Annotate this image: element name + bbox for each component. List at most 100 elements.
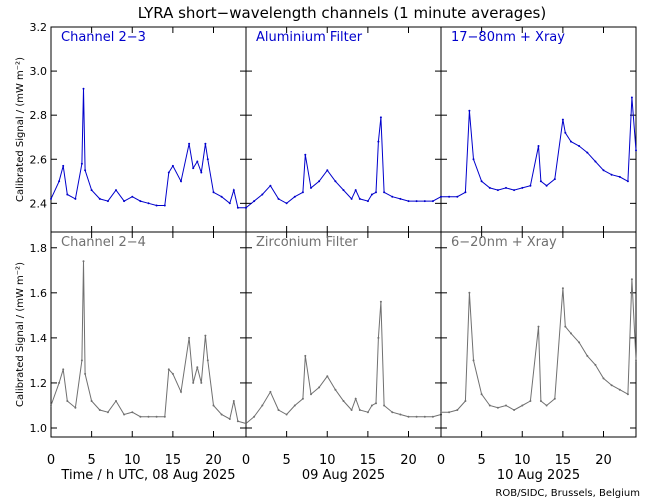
data-point — [66, 193, 69, 196]
data-point — [377, 336, 380, 339]
data-point — [62, 368, 65, 371]
data-point — [496, 406, 499, 409]
data-point — [537, 145, 540, 147]
data-point — [423, 415, 426, 418]
data-point — [440, 195, 442, 198]
data-point — [80, 359, 83, 362]
series-line — [441, 97, 637, 198]
data-point — [561, 287, 564, 290]
y-tick-label: 1.0 — [30, 422, 48, 435]
data-point — [448, 411, 451, 414]
x-tick-label: 5 — [282, 453, 290, 468]
data-point — [464, 400, 467, 402]
data-point — [407, 415, 410, 418]
data-point — [62, 164, 65, 167]
data-point — [334, 388, 337, 391]
data-point — [635, 149, 637, 152]
y-tick-label: 1.4 — [30, 332, 48, 345]
data-point — [350, 197, 353, 200]
data-point — [220, 413, 223, 416]
series-line — [50, 261, 247, 424]
data-point — [529, 184, 532, 187]
data-point — [578, 145, 581, 147]
data-point — [212, 191, 215, 194]
data-point — [578, 341, 581, 344]
data-point — [399, 197, 402, 200]
data-point — [188, 336, 191, 339]
data-point — [196, 366, 199, 369]
y-tick-label: 2.6 — [30, 153, 48, 166]
data-point — [236, 420, 239, 423]
panel-frame — [440, 26, 637, 233]
data-point — [564, 131, 567, 134]
data-point — [131, 411, 134, 414]
data-point — [431, 200, 434, 203]
data-point — [304, 354, 307, 357]
data-point — [626, 180, 629, 183]
data-point — [232, 400, 235, 402]
data-point — [123, 413, 126, 416]
data-point — [236, 206, 239, 209]
y-axis-label: Calibrated Signal / (mW m⁻²) — [15, 57, 26, 202]
panel-top-1: 2.4 2.6 2.8 3.0 3.2 Channel 2−3 — [30, 21, 247, 233]
data-point — [204, 142, 207, 145]
data-point — [358, 197, 361, 200]
data-point — [192, 167, 195, 170]
data-point — [391, 411, 394, 414]
data-point — [488, 404, 491, 407]
data-point — [513, 189, 516, 192]
data-point — [304, 153, 307, 156]
data-point — [245, 422, 247, 425]
panel-label: 17−80nm + Xray — [451, 30, 565, 45]
data-point — [167, 171, 170, 174]
day-label: Time / h UTC, 08 Aug 2025 — [60, 468, 235, 483]
panel-label: 6−20nm + Xray — [451, 235, 557, 250]
data-point — [354, 397, 357, 400]
data-point — [618, 175, 621, 178]
data-point — [472, 359, 475, 362]
data-point — [440, 411, 442, 414]
y-axis-label: Calibrated Signal / (mW m⁻²) — [15, 262, 26, 407]
data-point — [318, 386, 321, 389]
data-point — [545, 184, 548, 187]
data-point — [139, 415, 142, 418]
data-point — [586, 151, 589, 154]
data-point — [98, 197, 101, 200]
data-point — [232, 189, 235, 192]
data-point — [505, 186, 507, 189]
panel-bottom-1: 1.0 1.2 1.4 1.6 1.8 Channel 2−4 — [30, 231, 247, 438]
data-point — [456, 409, 459, 411]
data-point — [84, 169, 87, 172]
panel-label: Channel 2−4 — [61, 235, 146, 250]
data-point — [192, 381, 195, 384]
y-tick-label: 3.2 — [30, 21, 48, 34]
data-point — [84, 372, 87, 375]
data-point — [123, 200, 126, 203]
data-point — [407, 200, 410, 203]
data-point — [635, 359, 637, 362]
data-point — [293, 195, 296, 198]
data-point — [82, 260, 85, 263]
data-point — [326, 169, 329, 172]
data-point — [545, 404, 548, 407]
data-point — [66, 400, 69, 402]
data-point — [391, 195, 394, 198]
panel-bottom-3: 6−20nm + Xray — [440, 231, 637, 438]
data-point — [163, 204, 166, 207]
data-point — [630, 278, 633, 281]
series-line — [245, 117, 442, 209]
day-label: 09 Aug 2025 — [302, 468, 385, 483]
data-point — [58, 180, 61, 183]
data-point — [334, 180, 337, 183]
data-point — [375, 191, 377, 194]
x-tick-label: 10 — [319, 453, 336, 468]
x-tick-label: 20 — [595, 453, 612, 468]
data-point — [415, 200, 418, 203]
data-point — [204, 334, 207, 337]
data-point — [539, 400, 542, 402]
data-point — [594, 160, 597, 163]
data-point — [90, 400, 93, 402]
y-tick-label: 2.8 — [30, 109, 48, 122]
x-tick-label: 0 — [437, 453, 445, 468]
